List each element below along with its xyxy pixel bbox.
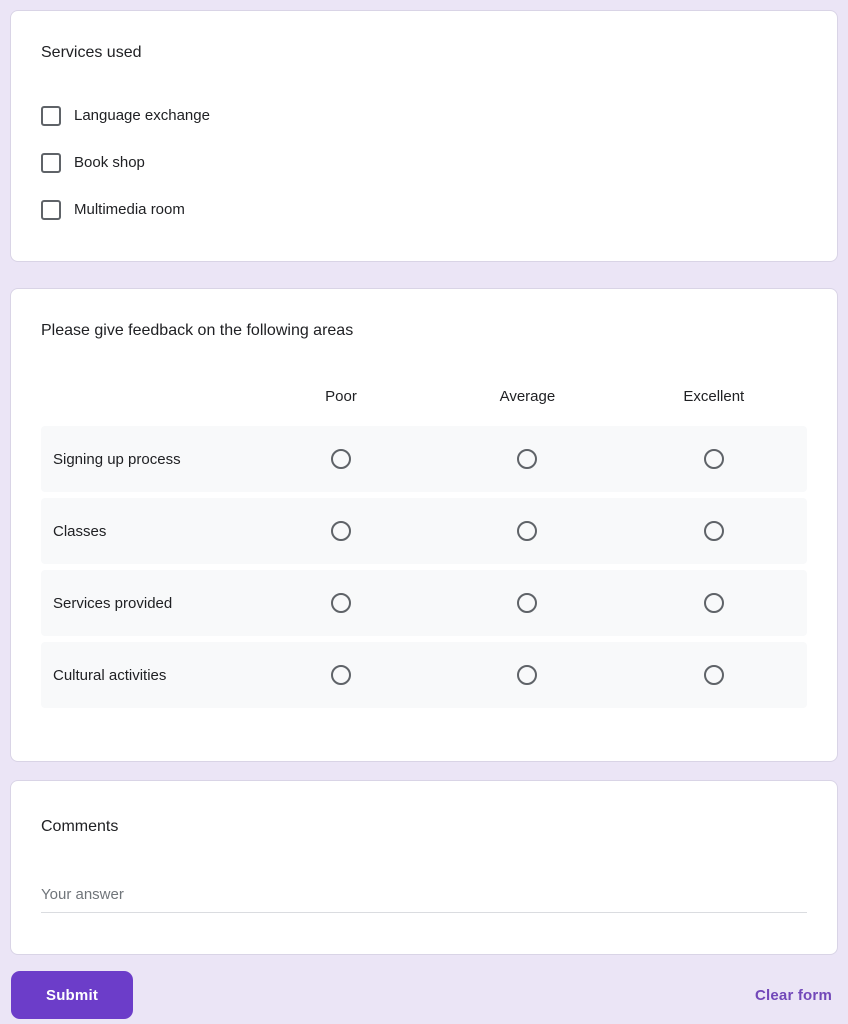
checkbox-options: Language exchange Book shop Multimedia r… bbox=[41, 92, 807, 233]
grid-row-services-provided: Services provided bbox=[41, 570, 807, 636]
option-row-language-exchange: Language exchange bbox=[41, 92, 807, 139]
radio-classes-average[interactable] bbox=[517, 521, 538, 541]
column-header-excellent: Excellent bbox=[683, 388, 745, 405]
option-label: Multimedia room bbox=[74, 201, 185, 218]
radio-classes-poor[interactable] bbox=[331, 521, 351, 541]
row-label: Services provided bbox=[53, 594, 173, 612]
checkbox-multimedia-room[interactable] bbox=[41, 199, 61, 220]
radio-signing-up-process-average[interactable] bbox=[517, 449, 538, 469]
grid-rows: Signing up process Classes Services prov… bbox=[41, 426, 807, 708]
question-card-comments: Comments bbox=[10, 780, 838, 955]
radio-cultural-activities-poor[interactable] bbox=[331, 665, 351, 685]
grid-column-headers: Poor Average Excellent bbox=[41, 388, 807, 405]
radio-signing-up-process-poor[interactable] bbox=[331, 449, 351, 469]
grid-header-spacer bbox=[41, 388, 248, 405]
column-header-average: Average bbox=[499, 388, 556, 405]
radio-services-provided-excellent[interactable] bbox=[703, 593, 724, 613]
row-label: Cultural activities bbox=[53, 666, 167, 684]
clear-form-button[interactable]: Clear form bbox=[754, 986, 832, 1004]
short-answer-field-wrap bbox=[41, 886, 807, 913]
row-label: Classes bbox=[53, 522, 107, 540]
radio-signing-up-process-excellent[interactable] bbox=[703, 449, 724, 469]
radio-classes-excellent[interactable] bbox=[703, 521, 724, 541]
row-label: Signing up process bbox=[53, 450, 181, 468]
grid-row-classes: Classes bbox=[41, 498, 807, 564]
option-row-multimedia-room: Multimedia room bbox=[41, 186, 807, 233]
question-card-services-used: Services used Language exchange Book sho… bbox=[10, 10, 838, 262]
submit-button[interactable]: Submit bbox=[11, 971, 133, 1019]
option-label: Book shop bbox=[74, 154, 145, 171]
question-title: Please give feedback on the following ar… bbox=[41, 322, 354, 339]
option-row-book-shop: Book shop bbox=[41, 139, 807, 186]
checkbox-language-exchange[interactable] bbox=[41, 105, 61, 126]
option-label: Language exchange bbox=[74, 107, 210, 124]
column-header-poor: Poor bbox=[325, 388, 357, 405]
form-footer: Submit Clear form bbox=[0, 971, 848, 1019]
radio-cultural-activities-excellent[interactable] bbox=[703, 665, 724, 685]
question-title: Comments bbox=[41, 818, 119, 835]
question-title: Services used bbox=[41, 44, 142, 61]
checkbox-book-shop[interactable] bbox=[41, 152, 61, 173]
comments-input[interactable] bbox=[41, 886, 807, 913]
grid-row-cultural-activities: Cultural activities bbox=[41, 642, 807, 708]
radio-cultural-activities-average[interactable] bbox=[517, 665, 538, 685]
question-card-feedback-grid: Please give feedback on the following ar… bbox=[10, 288, 838, 762]
radio-services-provided-average[interactable] bbox=[517, 593, 538, 613]
grid-row-signing-up-process: Signing up process bbox=[41, 426, 807, 492]
radio-services-provided-poor[interactable] bbox=[331, 593, 351, 613]
